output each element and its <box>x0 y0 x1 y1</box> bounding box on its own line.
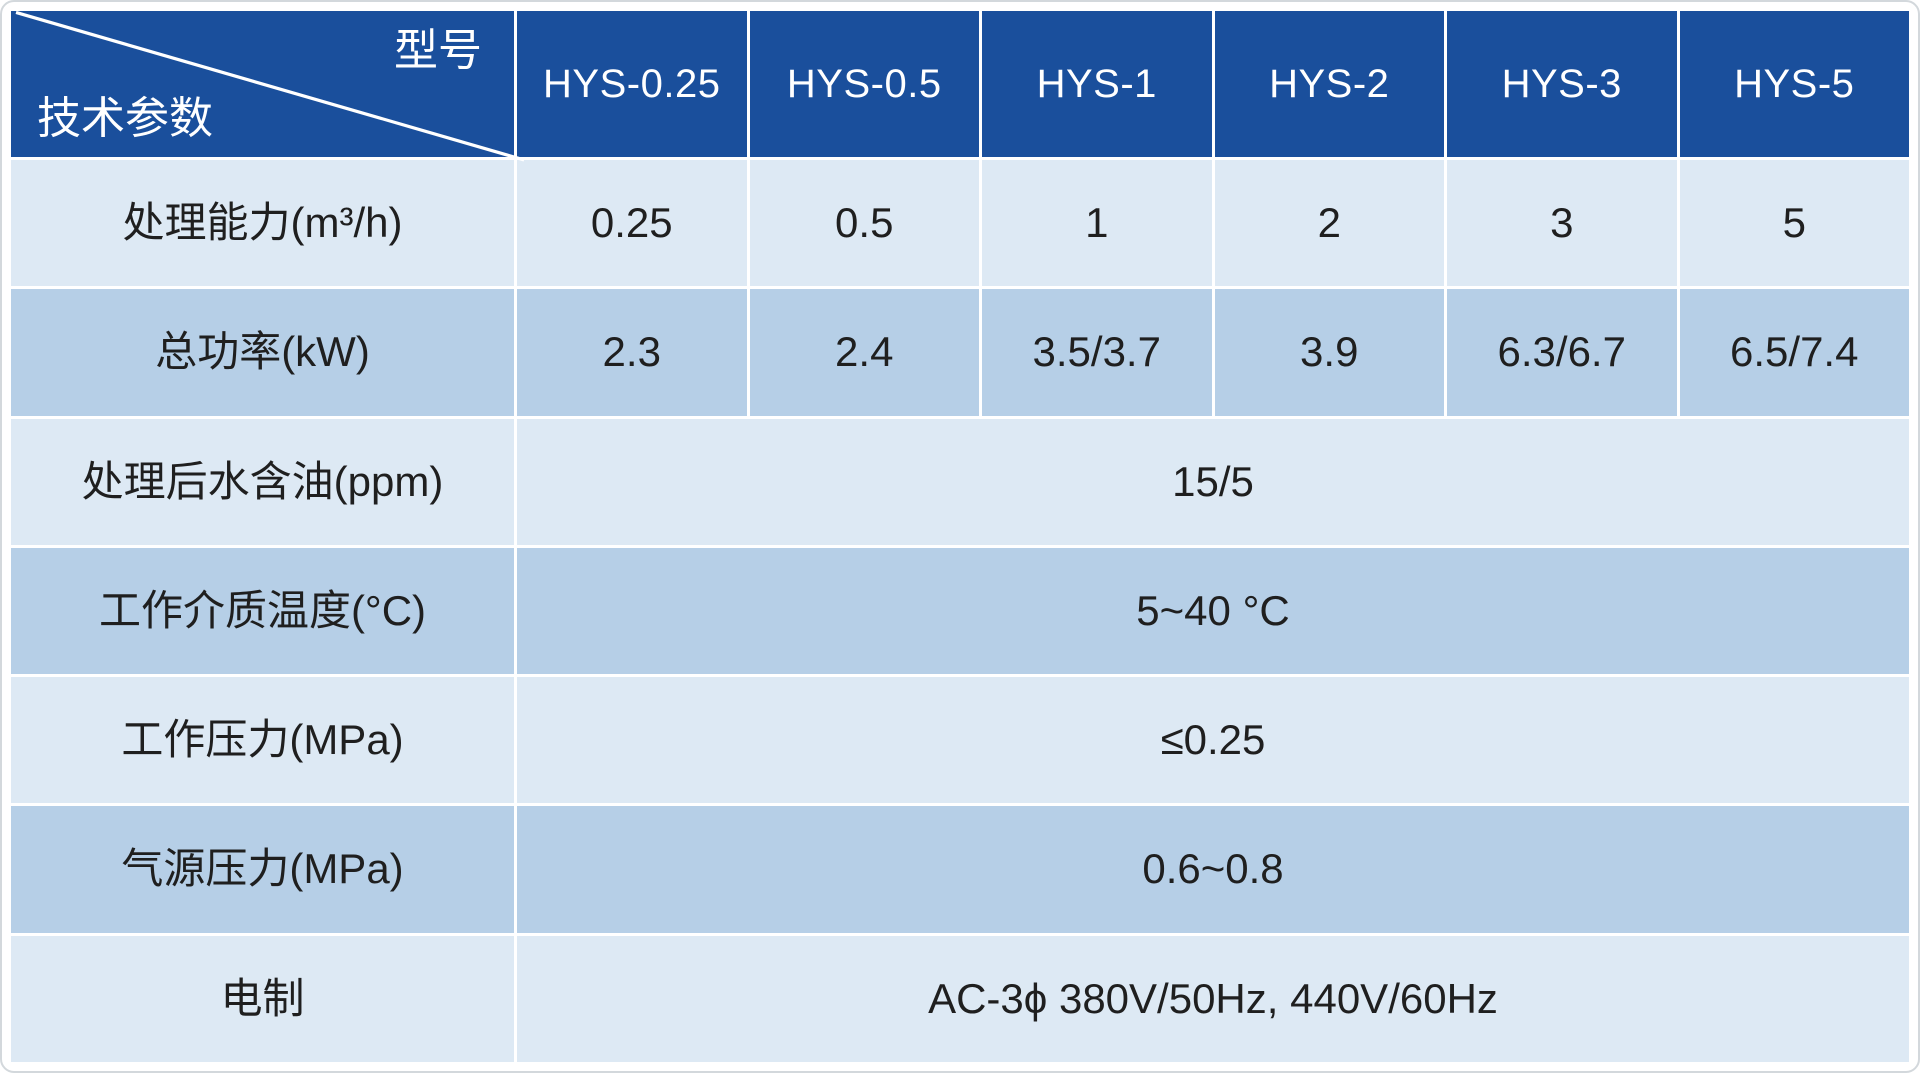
value-cell: 2.4 <box>749 289 979 416</box>
value-cell: 5 <box>1679 160 1909 287</box>
value-cell: 2.3 <box>517 289 747 416</box>
value-cell: 3.9 <box>1214 289 1444 416</box>
merged-value-cell: 15/5 <box>517 418 1909 545</box>
value-cell: 6.3/6.7 <box>1447 289 1677 416</box>
row-label-capacity: 处理能力(m³/h) <box>11 160 514 287</box>
value-cell: 0.25 <box>517 160 747 287</box>
value-cell: 6.5/7.4 <box>1679 289 1909 416</box>
header-cell-model: HYS-0.25 <box>517 11 747 157</box>
merged-value-cell: 0.6~0.8 <box>517 806 1909 933</box>
header-cell-model: HYS-1 <box>982 11 1212 157</box>
value-cell: 1 <box>982 160 1212 287</box>
value-cell: 0.5 <box>749 160 979 287</box>
merged-value-cell: 5~40 °C <box>517 547 1909 675</box>
header-cell-model: HYS-2 <box>1214 11 1444 157</box>
row-label-electrical-system: 电制 <box>11 935 514 1062</box>
row-label-medium-temperature: 工作介质温度(°C) <box>11 547 514 675</box>
row-label-total-power: 总功率(kW) <box>11 289 514 416</box>
corner-model-label: 型号 <box>394 26 482 75</box>
value-cell: 2 <box>1214 160 1444 287</box>
header-cell-model: HYS-5 <box>1679 11 1909 157</box>
merged-value-cell: ≤0.25 <box>517 677 1909 804</box>
header-cell-model: HYS-0.5 <box>749 11 979 157</box>
header-cell-model: HYS-3 <box>1447 11 1677 157</box>
value-cell: 3.5/3.7 <box>982 289 1212 416</box>
spec-table: 型号 技术参数 HYS-0.25 HYS-0.5 HYS-1 HYS-2 HYS… <box>11 11 1909 1062</box>
diagonal-divider-line <box>11 11 514 157</box>
corner-params-label: 技术参数 <box>37 93 213 143</box>
row-label-working-pressure: 工作压力(MPa) <box>11 677 514 804</box>
header-corner-cell: 型号 技术参数 <box>11 11 514 157</box>
row-label-oil-content: 处理后水含油(ppm) <box>11 418 514 545</box>
row-label-air-pressure: 气源压力(MPa) <box>11 806 514 933</box>
merged-value-cell: AC-3ϕ 380V/50Hz, 440V/60Hz <box>517 935 1909 1062</box>
value-cell: 3 <box>1447 160 1677 287</box>
